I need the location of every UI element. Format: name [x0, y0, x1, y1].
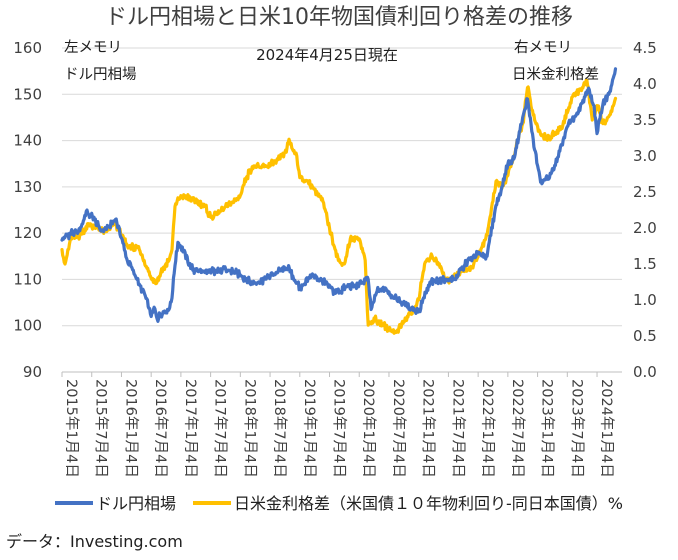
x-tick-label: 2020年1月4日 [360, 379, 377, 478]
legend: ドル円相場 日米金利格差（米国債１０年物利回り-同日本国債）% [55, 494, 623, 513]
right-tick-label: 3.0 [633, 147, 657, 165]
left-tick-label: 110 [13, 270, 42, 288]
x-tick-label: 2023年1月4日 [539, 379, 556, 478]
left-tick-label: 120 [13, 224, 42, 242]
left-y-axis-ticks: 90 100 110 120 130 140 150 160 [13, 39, 42, 381]
right-tick-label: 0.5 [633, 327, 657, 345]
x-tick-label: 2021年7月4日 [449, 379, 466, 478]
legend-label-usdjpy: ドル円相場 [96, 494, 176, 513]
x-axis-ticks [61, 372, 598, 377]
right-tick-label: 1.0 [633, 291, 657, 309]
data-source: データ：Investing.com [6, 532, 183, 551]
x-tick-label: 2022年7月4日 [509, 379, 526, 478]
right-axis-label-1: 右メモリ [514, 39, 572, 56]
x-tick-label: 2018年7月4日 [271, 379, 288, 478]
right-y-axis-ticks: 0.0 0.5 1.0 1.5 2.0 2.5 3.0 3.5 4.0 4.5 [633, 39, 657, 381]
x-axis-labels: 2015年1月4日 2015年7月4日 2016年1月4日 2016年7月4日 2017… [63, 379, 615, 478]
chart-title: ドル円相場と日米10年物国債利回り格差の推移 [105, 5, 573, 30]
x-tick-label: 2015年7月4日 [93, 379, 110, 478]
x-tick-label: 2019年7月4日 [331, 379, 348, 478]
legend-label-spread: 日米金利格差（米国債１０年物利回り-同日本国債）% [234, 494, 623, 513]
left-axis-label-1: 左メモリ [64, 39, 122, 56]
left-axis-label-2: ドル円相場 [64, 66, 137, 83]
left-tick-label: 140 [13, 132, 42, 150]
left-tick-label: 130 [13, 178, 42, 196]
left-tick-label: 160 [13, 39, 42, 57]
right-tick-label: 2.0 [633, 219, 657, 237]
x-tick-label: 2022年1月4日 [479, 379, 496, 478]
series-line-usdjpy [60, 67, 618, 323]
left-tick-label: 90 [23, 363, 42, 381]
right-tick-label: 4.5 [633, 39, 657, 57]
chart-subtitle: 2024年4月25日現在 [256, 46, 398, 64]
x-tick-label: 2024年1月4日 [598, 379, 615, 478]
right-tick-label: 1.5 [633, 255, 657, 273]
left-tick-label: 150 [13, 85, 42, 103]
x-tick-label: 2016年7月4日 [152, 379, 169, 478]
x-tick-label: 2020年7月4日 [390, 379, 407, 478]
x-tick-label: 2019年1月4日 [301, 379, 318, 478]
right-tick-label: 3.5 [633, 111, 657, 129]
right-tick-label: 4.0 [633, 75, 657, 93]
left-tick-label: 100 [13, 317, 42, 335]
right-tick-label: 0.0 [633, 363, 657, 381]
x-tick-label: 2018年1月4日 [241, 379, 258, 478]
x-tick-label: 2015年1月4日 [63, 379, 80, 478]
x-tick-label: 2017年7月4日 [212, 379, 229, 478]
right-axis-label-2: 日米金利格差 [512, 66, 599, 83]
series-lines [60, 67, 618, 335]
gridlines [62, 47, 622, 327]
x-tick-label: 2016年1月4日 [122, 379, 139, 478]
x-tick-label: 2021年1月4日 [420, 379, 437, 478]
x-tick-label: 2023年7月4日 [568, 379, 585, 478]
x-tick-label: 2017年1月4日 [182, 379, 199, 478]
right-tick-label: 2.5 [633, 183, 657, 201]
